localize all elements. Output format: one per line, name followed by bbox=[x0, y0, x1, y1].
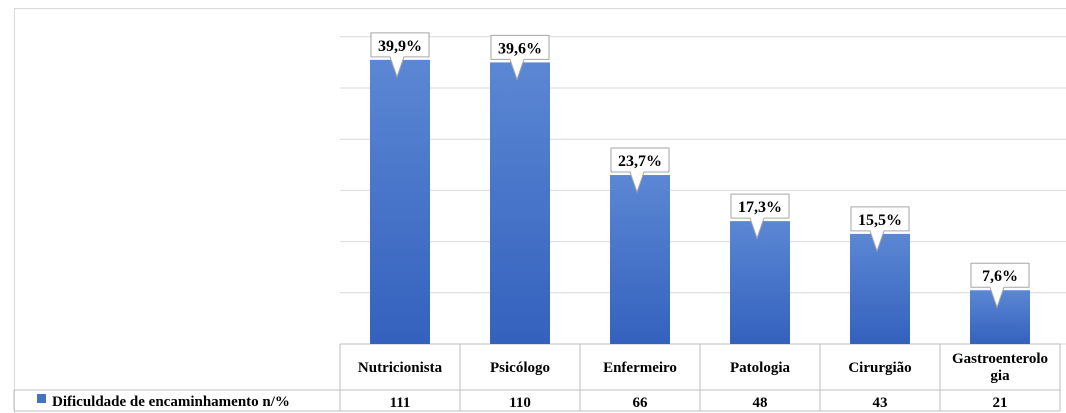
category-label: Patologia bbox=[730, 360, 790, 376]
value-cell: 110 bbox=[509, 395, 531, 411]
value-cell: 66 bbox=[633, 395, 649, 411]
data-label-callout bbox=[370, 32, 430, 79]
category-label: Psicólogo bbox=[490, 360, 550, 376]
value-cell: 48 bbox=[753, 395, 768, 411]
data-table: Dificuldade de encaminhamento n/% Nutrici… bbox=[13, 343, 1061, 412]
category-label: Gastroenterolo gia bbox=[952, 351, 1048, 384]
value-cell: 43 bbox=[873, 395, 888, 411]
value-cell: 21 bbox=[993, 395, 1008, 411]
data-label-callout bbox=[490, 34, 550, 81]
data-label-callout bbox=[610, 147, 670, 194]
gridlines bbox=[340, 36, 1066, 345]
bars bbox=[370, 59, 1030, 345]
bar bbox=[730, 221, 790, 344]
data-label: 7,6% bbox=[982, 268, 1018, 285]
data-labels: 39,9% 39,6% 23,7% 17,3% 15,5% 7,6% bbox=[370, 32, 1030, 309]
data-label: 15,5% bbox=[858, 212, 902, 229]
data-label-callout bbox=[970, 262, 1030, 309]
category-label: Cirurgião bbox=[848, 360, 911, 376]
data-label: 39,6% bbox=[498, 40, 542, 57]
data-label-callout bbox=[850, 206, 910, 253]
legend-key bbox=[37, 394, 46, 403]
category-label: Nutricionista bbox=[358, 360, 443, 376]
bar bbox=[370, 59, 430, 345]
bar bbox=[490, 62, 550, 345]
chart-frame bbox=[14, 8, 1066, 413]
bar bbox=[610, 175, 670, 344]
category-label: Enfermeiro bbox=[603, 360, 677, 376]
bar bbox=[850, 233, 910, 344]
data-label: 23,7% bbox=[618, 153, 662, 170]
data-label: 17,3% bbox=[738, 199, 782, 216]
data-label-callout bbox=[730, 193, 790, 240]
series-name: Dificuldade de encaminhamento n/% bbox=[52, 394, 290, 410]
data-label: 39,9% bbox=[378, 38, 422, 55]
value-cell: 111 bbox=[390, 395, 411, 411]
